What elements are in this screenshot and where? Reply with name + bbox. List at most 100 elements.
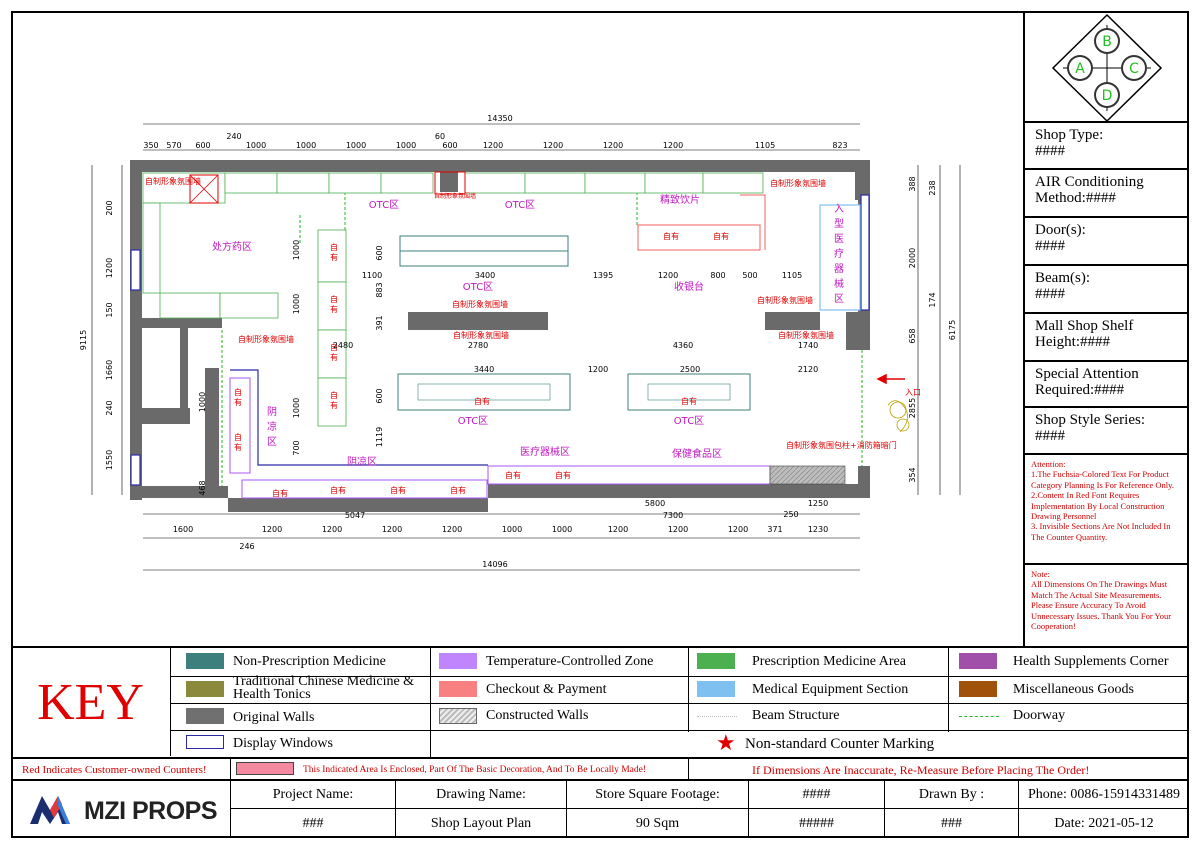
botdims-7: 1200	[608, 525, 628, 534]
swatch-constructed-walls	[439, 708, 477, 724]
mzi-logo-icon	[28, 788, 78, 830]
innerdims-2: 1395	[593, 271, 613, 280]
svg-text:医疗器械区: 医疗器械区	[520, 445, 570, 458]
key-constructed-walls: Constructed Walls	[486, 708, 589, 723]
topdims-10: 1200	[483, 141, 503, 150]
innerdims-19: 600	[375, 388, 384, 403]
dim-left	[91, 165, 123, 495]
svg-text:自制形象氛围墙: 自制形象氛围墙	[757, 295, 813, 305]
shop-type: Shop Type: ####	[1023, 123, 1189, 170]
compass-icon: B A C D	[1051, 13, 1163, 123]
svg-text:入: 入	[834, 204, 844, 215]
beams: Beam(s): ####	[1023, 266, 1189, 314]
topdims-2: 600	[195, 141, 210, 150]
swatch-display-windows	[186, 735, 224, 749]
topdims-7: 1000	[396, 141, 416, 150]
swatch-prescription	[697, 653, 735, 669]
svg-text:自有: 自有	[272, 488, 288, 498]
topdims-12: 1200	[603, 141, 623, 150]
swatch-temperature	[439, 653, 477, 669]
innerdims-23: 1000	[292, 398, 301, 418]
topdims-0: 350	[143, 141, 158, 150]
botdims-1: 1200	[262, 525, 282, 534]
svg-text:自有: 自有	[505, 470, 521, 480]
field4-bottom: #####	[799, 815, 834, 831]
key-beam: Beam Structure	[752, 708, 840, 723]
project-label: Project Name:	[272, 787, 354, 802]
svg-text:入口: 入口	[905, 388, 921, 397]
svg-text:收银台: 收银台	[674, 280, 704, 293]
botdims-9: 1200	[728, 525, 748, 534]
svg-text:自有: 自有	[450, 485, 466, 495]
svg-text:自有: 自有	[555, 470, 571, 480]
dim-right	[917, 165, 961, 495]
footage-label: Store Square Footage:	[595, 787, 720, 802]
rightdims-1: 238	[928, 180, 937, 195]
center-column-counters	[317, 229, 347, 427]
key-checkout: Checkout & Payment	[486, 682, 607, 697]
svg-text:自: 自	[234, 387, 242, 397]
rightdims-2: 2000	[908, 248, 917, 268]
dim-top-total: 14350	[487, 114, 512, 123]
project-value: ###	[302, 815, 324, 831]
key-doorway: Doorway	[1013, 708, 1066, 723]
innerdims-18: 1119	[375, 427, 384, 447]
swatch-checkout	[439, 681, 477, 697]
svg-text:有: 有	[330, 400, 338, 410]
rightdims-4: 658	[908, 328, 917, 343]
red-notice-bar	[11, 757, 1189, 781]
svg-text:自: 自	[330, 342, 338, 352]
logo-text: MZI PROPS	[84, 797, 218, 825]
svg-text:自有: 自有	[390, 485, 406, 495]
special-attention: Special Attention Required:####	[1023, 362, 1189, 408]
dim-bottom-total: 14096	[482, 560, 507, 569]
swatch-beam	[697, 716, 737, 717]
dim-5047: 5047	[345, 511, 365, 520]
original-walls	[130, 160, 870, 512]
innerdims-21: 1000	[292, 294, 301, 314]
svg-text:有: 有	[330, 352, 338, 362]
topdims-14: 1105	[755, 141, 775, 150]
dim-1250: 1250	[808, 499, 828, 508]
swatch-doorway	[959, 716, 999, 717]
star-icon: ★	[716, 731, 736, 756]
key-original-walls: Original Walls	[233, 710, 315, 725]
innerdims-24: 1000	[198, 392, 207, 412]
date: Date: 2021-05-12	[1054, 815, 1154, 831]
svg-text:自制形象氛围墙: 自制形象氛围墙	[770, 178, 826, 188]
display-windows	[130, 194, 870, 486]
topdims-3: 240	[226, 132, 241, 141]
swatch-tcm	[186, 681, 224, 697]
key-non-prescription: Non-Prescription Medicine	[233, 654, 386, 669]
innerdims-25: 468	[198, 480, 207, 495]
entrance-arrow	[876, 373, 905, 385]
dim-7300: 7300	[663, 511, 683, 520]
botdims-3: 1200	[382, 525, 402, 534]
svg-text:OTC区: OTC区	[369, 199, 399, 211]
swatch-health-supplements	[959, 653, 997, 669]
svg-text:自制形象氛围包柱+消防箱暗门: 自制形象氛围包柱+消防箱暗门	[786, 440, 897, 450]
svg-text:自制形象氛围墙: 自制形象氛围墙	[238, 334, 294, 344]
medical-equip-block	[819, 204, 861, 311]
stair-box	[189, 174, 219, 204]
topdims-4: 1000	[246, 141, 266, 150]
dim-bottom	[143, 513, 860, 571]
svg-text:B: B	[1102, 34, 1112, 50]
phone: Phone: 0086-15914331489	[1027, 787, 1181, 802]
botdims-6: 1000	[552, 525, 572, 534]
air-conditioning: AIR Conditioning Method:####	[1023, 170, 1189, 218]
svg-text:自有: 自有	[663, 231, 679, 241]
innerdims-22: 700	[292, 440, 301, 455]
topdims-11: 1200	[543, 141, 563, 150]
rightdims-6: 2855	[908, 398, 917, 418]
key-display-windows: Display Windows	[233, 736, 333, 751]
swatch-original-walls	[186, 708, 224, 724]
rightdims-7: 354	[908, 467, 917, 482]
innerdims-7: 2480	[333, 341, 353, 350]
svg-text:区: 区	[834, 293, 844, 305]
innerdims-13: 2500	[680, 365, 700, 374]
topdims-13: 1200	[663, 141, 683, 150]
svg-text:自: 自	[234, 432, 242, 442]
botdims-2: 1200	[322, 525, 342, 534]
botdims-8: 1200	[668, 525, 688, 534]
